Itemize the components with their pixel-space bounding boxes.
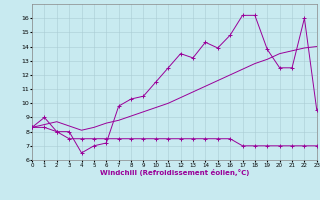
- X-axis label: Windchill (Refroidissement éolien,°C): Windchill (Refroidissement éolien,°C): [100, 169, 249, 176]
